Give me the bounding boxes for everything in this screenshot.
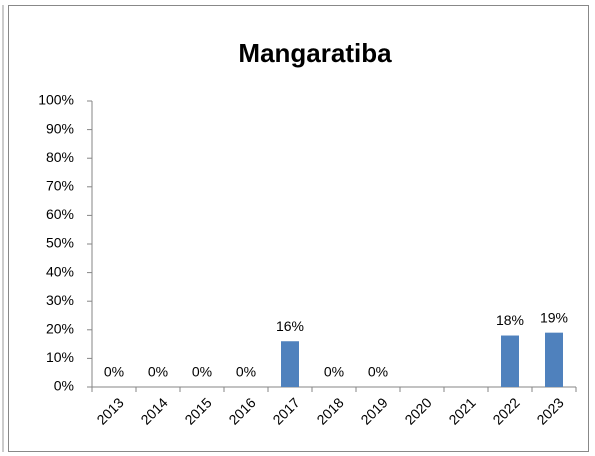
y-tick-label: 20% <box>46 321 74 337</box>
bar <box>545 332 563 387</box>
y-tick-label: 10% <box>46 349 74 365</box>
data-label: 16% <box>276 318 304 334</box>
y-tick-label: 30% <box>46 292 74 308</box>
chart-title: Mangaratiba <box>238 38 392 68</box>
chart-frame <box>8 5 589 452</box>
data-label: 0% <box>324 364 344 380</box>
y-tick-label: 90% <box>46 120 74 136</box>
y-tick-label: 40% <box>46 263 74 279</box>
data-label: 0% <box>368 364 388 380</box>
bar <box>501 335 519 387</box>
data-label: 0% <box>104 364 124 380</box>
data-label: 18% <box>496 312 524 328</box>
data-label: 0% <box>236 364 256 380</box>
y-tick-label: 70% <box>46 178 74 194</box>
y-tick-label: 50% <box>46 235 74 251</box>
data-label: 19% <box>540 309 568 325</box>
bar <box>281 341 299 387</box>
data-label: 0% <box>192 364 212 380</box>
data-label: 0% <box>148 364 168 380</box>
y-tick-label: 100% <box>38 92 74 108</box>
y-tick-label: 80% <box>46 149 74 165</box>
y-tick-label: 0% <box>54 378 74 394</box>
y-tick-label: 60% <box>46 206 74 222</box>
